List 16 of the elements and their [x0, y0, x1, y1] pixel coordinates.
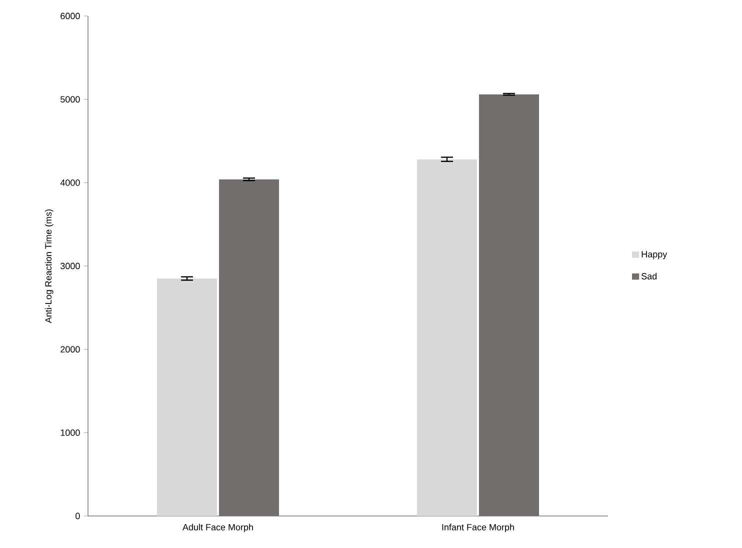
y-tick-label: 2000	[60, 346, 80, 353]
y-tick-label: 0	[76, 512, 80, 520]
legend-label: Happy	[642, 251, 668, 260]
x-tick-label: Adult Face Morph	[182, 524, 253, 532]
bar	[417, 159, 477, 516]
y-axis-title: Anti-Log Reaction Time (ms)	[44, 209, 54, 324]
y-tick-label: 5000	[60, 96, 80, 103]
y-tick-label: 3000	[60, 262, 80, 270]
x-tick-label: Infant Face Morph	[442, 524, 514, 532]
bar	[157, 278, 218, 516]
y-tick-label: 6000	[60, 12, 80, 20]
bar	[219, 179, 280, 516]
legend-label: Sad	[642, 272, 657, 280]
y-tick-label: 1000	[60, 429, 80, 436]
y-tick-label: 4000	[60, 179, 80, 186]
bar	[479, 94, 539, 516]
